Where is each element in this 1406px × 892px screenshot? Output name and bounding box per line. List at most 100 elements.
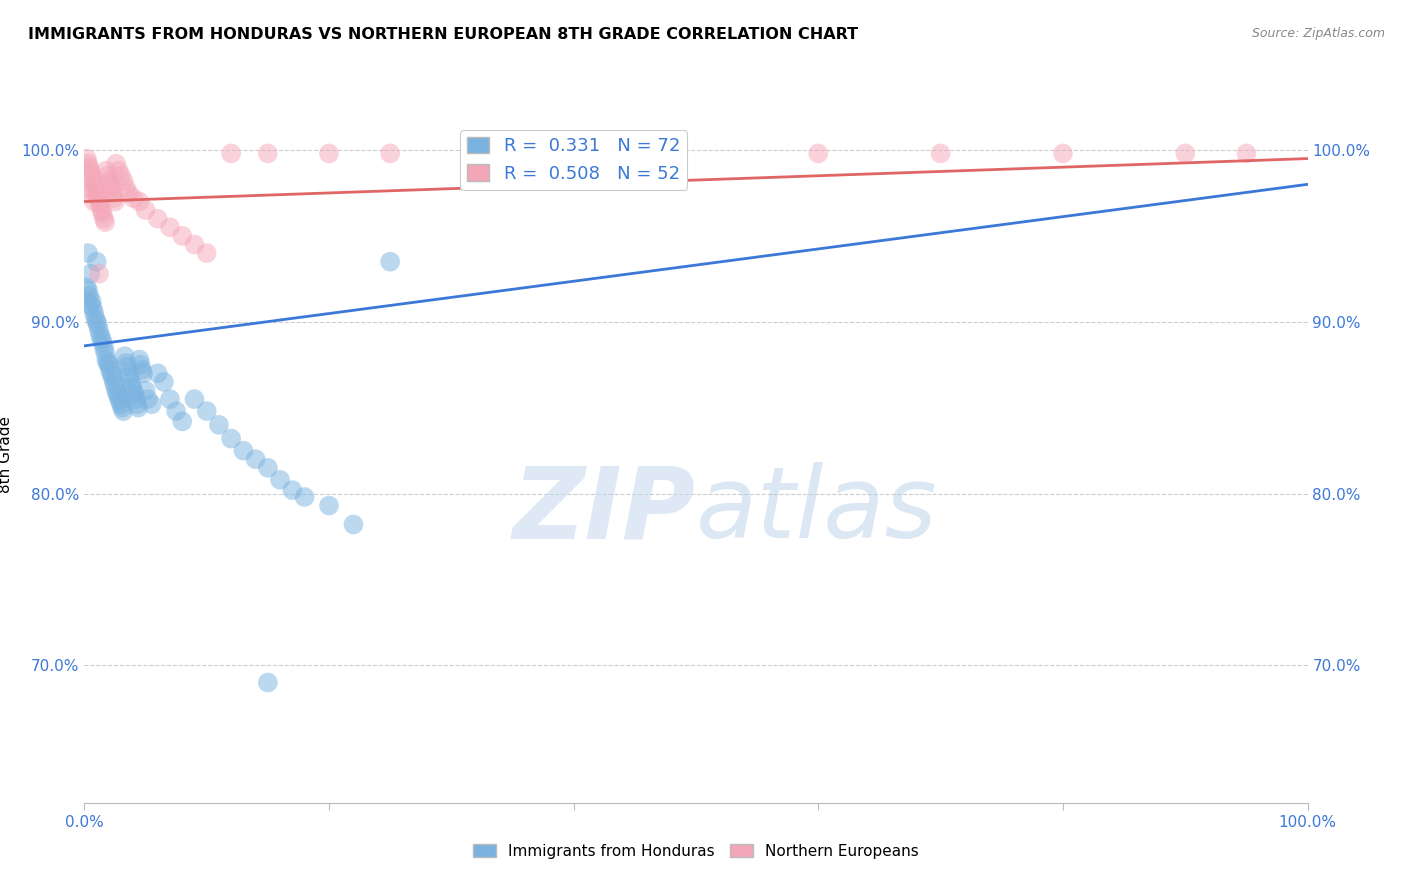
Point [115,181,138,195]
Point [294,490,316,504]
Point [84,311,107,326]
Point [562,146,585,161]
Point [125,392,148,406]
Point [219,146,242,161]
Point [107,390,129,404]
Point [77,289,100,303]
Point [232,443,254,458]
Point [115,359,138,374]
Point [104,194,127,209]
Point [94,345,117,359]
Point [122,191,145,205]
Point [76,280,98,294]
Point [318,499,340,513]
Point [87,194,110,209]
Point [77,157,100,171]
Point [125,397,148,411]
Point [342,517,364,532]
Point [93,341,115,355]
Point [86,315,108,329]
Point [97,356,120,370]
Point [1052,146,1074,161]
Point [132,367,155,381]
Point [380,146,402,161]
Point [110,169,132,183]
Point [165,404,187,418]
Point [87,323,110,337]
Point [91,335,114,350]
Point [159,392,181,406]
Point [87,318,110,333]
Point [80,294,103,309]
Point [318,146,340,161]
Point [118,369,141,384]
Point [117,186,139,200]
Point [77,160,100,174]
Point [153,375,176,389]
Point [89,328,111,343]
Point [87,267,110,281]
Point [87,189,110,203]
Point [257,146,280,161]
Point [122,384,145,398]
Point [929,146,952,161]
Point [114,349,136,363]
Point [128,194,150,209]
Point [101,186,124,200]
Point [245,452,267,467]
Point [77,246,100,260]
Point [98,363,121,377]
Point [112,174,135,188]
Point [86,254,108,268]
Point [146,367,169,381]
Point [103,375,125,389]
Point [82,172,104,186]
Point [105,157,128,171]
Point [124,387,146,401]
Point [91,206,114,220]
Point [172,414,194,428]
Point [115,356,138,370]
Point [101,369,124,384]
Point [127,401,149,415]
Point [103,191,125,205]
Point [84,181,107,195]
Point [105,384,128,398]
Point [195,246,218,260]
Point [97,358,120,372]
Point [1236,146,1258,161]
Point [82,301,104,315]
Point [257,675,280,690]
Point [108,393,131,408]
Point [135,203,157,218]
Point [117,367,139,381]
Point [96,352,118,367]
Point [83,194,105,209]
Text: Source: ZipAtlas.com: Source: ZipAtlas.com [1251,27,1385,40]
Point [135,384,157,398]
Point [172,228,194,243]
Point [97,169,120,183]
Point [105,387,128,401]
Text: ZIP: ZIP [513,462,696,559]
Point [219,432,242,446]
Point [89,198,111,212]
Point [129,358,152,372]
Point [98,178,121,192]
Point [93,211,115,226]
Point [96,163,118,178]
Point [79,297,101,311]
Point [94,215,117,229]
Point [1174,146,1197,161]
Point [83,178,105,192]
Y-axis label: 8th Grade: 8th Grade [0,417,13,493]
Point [195,404,218,418]
Point [136,392,159,406]
Point [76,181,98,195]
Point [107,163,129,178]
Point [110,397,132,411]
Text: atlas: atlas [696,462,938,559]
Point [807,146,830,161]
Point [159,220,181,235]
Point [79,186,101,200]
